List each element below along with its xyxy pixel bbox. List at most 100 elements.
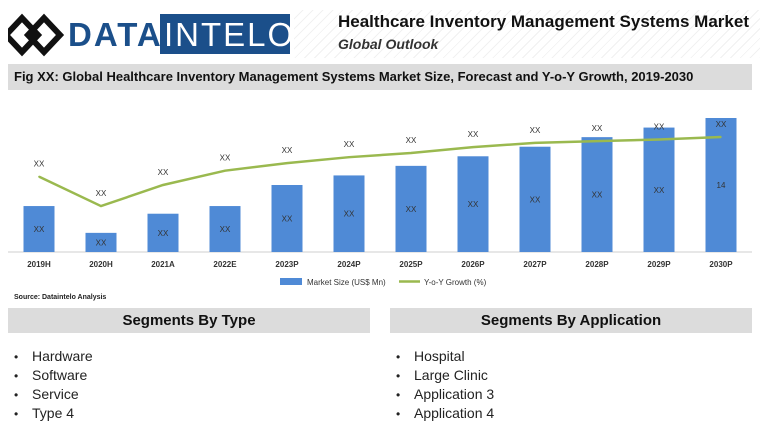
line-labels: XX XX XX XX XX XX XX XX XX XX XX XX [34, 120, 727, 207]
line-point-2020H [100, 205, 102, 207]
line-value-label: XX [406, 136, 417, 145]
bar-value-label: XX [406, 205, 417, 214]
x-tick-label: 2029P [647, 260, 671, 269]
x-tick-label: 2027P [523, 260, 547, 269]
bar-2030P [705, 118, 737, 252]
bar-2028P [581, 137, 613, 252]
segment-type-label: Service [32, 386, 79, 402]
x-tick-label: 2019H [27, 260, 51, 269]
page-subtitle: Global Outlook [338, 36, 439, 52]
segments-by-type-list: • Hardware • Software • Service • Type 4 [14, 347, 93, 423]
segment-type-label: Hardware [32, 348, 93, 364]
bar-labels: XX XX XX XX XX XX XX XX XX XX XX 14 [34, 181, 726, 247]
line-value-label: XX [592, 124, 603, 133]
line-point-2025P [410, 152, 412, 154]
x-tick-label: 2028P [585, 260, 609, 269]
segment-application-label: Application 4 [414, 405, 495, 421]
bar-2020H [85, 232, 117, 252]
segments-by-type-header: Segments By Type [8, 308, 370, 333]
header-band [294, 10, 760, 58]
list-item: • Service [14, 385, 93, 404]
list-item: • Application 3 [396, 385, 494, 404]
source-note: Source: Dataintelo Analysis [14, 294, 107, 301]
legend-line-label: Y-o-Y Growth (%) [424, 278, 487, 287]
line-value-label: XX [158, 168, 169, 177]
bar-value-label: XX [220, 225, 231, 234]
bar-2027P [519, 146, 551, 252]
bar-value-label: XX [468, 200, 479, 209]
bar-value-label: XX [654, 186, 665, 195]
bullet-icon: • [396, 350, 401, 364]
segment-application-label: Application 3 [414, 386, 495, 402]
diamond-logo-icon [8, 13, 64, 57]
x-tick-label: 2030P [709, 260, 733, 269]
brand-name-part1: DATA [68, 16, 163, 53]
legend-bar-swatch [280, 278, 302, 285]
bar-value-label: XX [592, 191, 603, 200]
segments-by-application-header: Segments By Application [390, 308, 752, 333]
list-item: • Application 4 [396, 404, 494, 423]
bar-value-label: XX [96, 238, 107, 247]
line-value-label: XX [716, 120, 727, 129]
line-point-2022E [224, 169, 226, 172]
bar-value-label: 14 [717, 181, 726, 190]
bar-2025P [395, 165, 427, 252]
bar-2026P [457, 156, 489, 252]
x-tick-label: 2021A [151, 260, 175, 269]
segment-type-label: Type 4 [32, 405, 75, 421]
x-tick-label: 2020H [89, 260, 113, 269]
x-tick-label: 2025P [399, 260, 423, 269]
segment-application-label: Large Clinic [414, 367, 488, 383]
line-point-2026P [472, 146, 474, 148]
list-item: • Hospital [396, 347, 494, 366]
line-point-2021A [162, 184, 164, 186]
bar-value-label: XX [34, 225, 45, 234]
line-value-label: XX [344, 140, 355, 149]
bullet-icon: • [396, 407, 401, 421]
x-tick-label: 2023P [275, 260, 299, 269]
x-tick-label: 2024P [337, 260, 361, 269]
line-value-label: XX [34, 160, 45, 169]
line-value-label: XX [654, 122, 665, 131]
line-point-2024P [348, 156, 350, 158]
bar-2023P [271, 185, 303, 252]
bar-series [23, 118, 737, 252]
list-item: • Type 4 [14, 404, 93, 423]
bar-2019H [23, 206, 55, 252]
bullet-icon: • [396, 369, 401, 383]
x-tick-label: 2026P [461, 260, 485, 269]
x-tick-labels: 2019H 2020H 2021A 2022E 2023P 2024P 2025P 2026P… [27, 260, 733, 269]
list-item: • Software [14, 366, 93, 385]
list-item: • Hardware [14, 347, 93, 366]
segments-by-application-list: • Hospital • Large Clinic • Application 3 •… [396, 347, 494, 423]
bar-2024P [333, 175, 365, 252]
legend-bar-label: Market Size (US$ Mn) [307, 278, 386, 287]
segment-type-label: Software [32, 367, 88, 383]
line-point-2027P [534, 142, 536, 144]
growth-line [38, 135, 722, 208]
bar-value-label: XX [282, 215, 293, 224]
bar-value-label: XX [530, 195, 541, 204]
line-value-label: XX [220, 154, 231, 163]
bullet-icon: • [14, 350, 19, 364]
chart-legend: Market Size (US$ Mn) Y-o-Y Growth (%) [280, 278, 487, 287]
brand-logo: DATA INTELO [8, 12, 293, 58]
bar-2021A [147, 213, 179, 252]
line-point-2028P [596, 140, 598, 142]
line-point-2030P [720, 136, 722, 138]
line-point-2023P [286, 162, 288, 164]
bullet-icon: • [14, 388, 19, 402]
line-value-label: XX [530, 126, 541, 135]
bar-value-label: XX [158, 229, 169, 238]
line-value-label: XX [468, 130, 479, 139]
bullet-icon: • [396, 388, 401, 402]
line-point-2019H [38, 175, 40, 178]
bullet-icon: • [14, 369, 19, 383]
segment-application-label: Hospital [414, 348, 465, 364]
line-value-label: XX [282, 146, 293, 155]
x-tick-label: 2022E [213, 260, 237, 269]
line-value-label: XX [96, 189, 107, 198]
brand-name-box [160, 14, 290, 54]
list-item: • Large Clinic [396, 366, 494, 385]
